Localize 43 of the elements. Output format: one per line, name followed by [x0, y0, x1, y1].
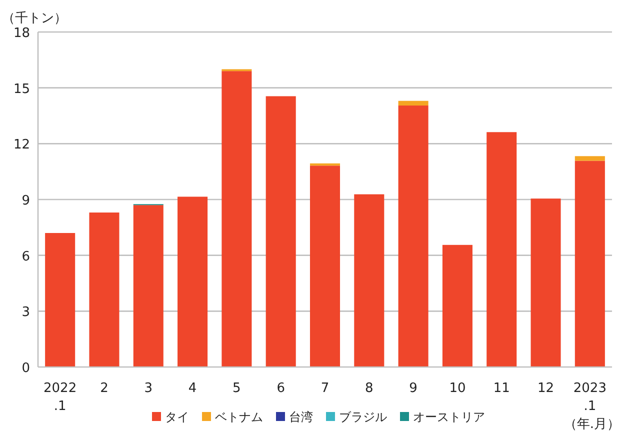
x-tick-label: 8	[365, 381, 374, 396]
x-tick-label: 7	[320, 381, 330, 396]
y-tick-label: 3	[22, 305, 30, 320]
bar	[266, 96, 296, 367]
bar	[133, 205, 164, 367]
x-tick-label: 12	[537, 381, 554, 396]
y-axis-title: （千トン）	[2, 11, 67, 26]
bar	[530, 198, 561, 367]
bar	[354, 194, 384, 367]
legend-label: ベトナム	[215, 410, 263, 424]
x-tick-label: 6	[276, 381, 285, 396]
x-tick-label: 11	[493, 381, 510, 396]
bar	[442, 244, 472, 367]
bar	[310, 163, 340, 166]
x-tick-label: 3	[144, 381, 153, 396]
x-tick-label: 10	[449, 381, 466, 396]
bar	[486, 132, 517, 367]
y-tick-label: 0	[22, 361, 30, 376]
bar	[178, 196, 208, 367]
bar	[398, 100, 428, 106]
x-tick-label: 5	[232, 381, 241, 396]
y-tick-label: 12	[13, 138, 30, 153]
y-tick-label: 15	[13, 82, 30, 97]
x-tick-label: 9	[409, 381, 418, 396]
bar	[310, 166, 340, 367]
bar	[45, 233, 76, 367]
y-tick-label: 18	[13, 26, 30, 41]
bar	[574, 156, 605, 161]
bar	[398, 106, 428, 367]
y-tick-label: 6	[22, 249, 30, 264]
x-tick-label: 4	[188, 381, 197, 396]
legend-label: ブラジル	[339, 410, 387, 424]
bar	[222, 71, 252, 367]
bar	[574, 160, 605, 367]
legend-label: タイ	[165, 410, 189, 424]
bar	[89, 212, 120, 367]
x-tick-label: 2	[100, 381, 108, 396]
x-tick-label: 2023 .1	[573, 381, 606, 414]
legend-label: 台湾	[289, 410, 313, 424]
text: （年.月）	[564, 417, 620, 432]
legend-label: オーストリア	[413, 410, 485, 424]
y-tick-label: 9	[22, 194, 30, 208]
x-tick-label: 2022 .1	[44, 381, 77, 414]
